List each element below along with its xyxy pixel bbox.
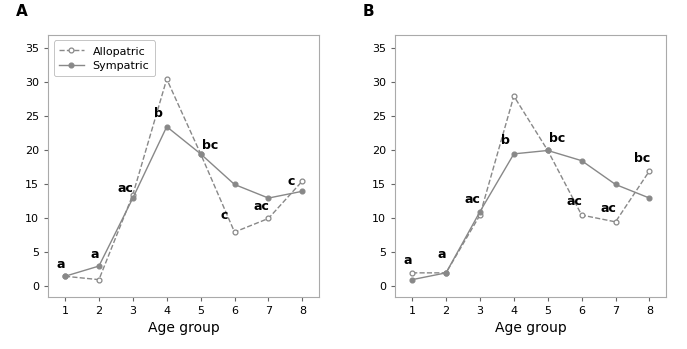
Allopatric [264,216,273,221]
Sympatric [61,274,69,279]
Allopatric [196,152,205,156]
Sympatric [578,158,586,163]
Text: ac: ac [600,202,616,215]
Sympatric [196,152,205,156]
Text: ac: ac [254,200,269,213]
Sympatric [442,271,450,275]
Text: b: b [501,134,510,147]
Sympatric [264,196,273,200]
Sympatric [95,264,103,268]
Line: Allopatric: Allopatric [409,94,652,275]
Allopatric [298,179,306,183]
Legend: Allopatric, Sympatric: Allopatric, Sympatric [54,40,155,76]
Line: Sympatric: Sympatric [63,124,305,279]
Text: bc: bc [550,132,565,145]
Sympatric [128,196,137,200]
Text: A: A [16,4,27,19]
Allopatric [442,271,450,275]
Text: b: b [154,107,163,120]
Allopatric [543,148,552,153]
Sympatric [298,189,306,193]
Text: ac: ac [464,193,481,206]
Sympatric [230,183,238,187]
X-axis label: Age group: Age group [495,321,567,335]
Sympatric [543,148,552,153]
Line: Sympatric: Sympatric [409,148,652,282]
Text: c: c [221,209,228,222]
Allopatric [578,213,586,217]
Text: bc: bc [203,139,218,152]
Text: a: a [404,254,412,267]
Text: B: B [363,4,374,19]
Text: ac: ac [117,182,133,195]
Allopatric [645,169,653,173]
Allopatric [611,220,620,224]
Text: c: c [287,175,295,188]
Allopatric [476,213,484,217]
Sympatric [476,209,484,214]
Allopatric [163,77,171,81]
Line: Allopatric: Allopatric [63,77,305,282]
Text: bc: bc [634,153,651,165]
Allopatric [230,230,238,234]
Sympatric [510,152,518,156]
Sympatric [611,183,620,187]
Sympatric [645,196,653,200]
Allopatric [408,271,416,275]
Allopatric [510,94,518,98]
Sympatric [163,125,171,129]
Text: a: a [438,248,446,261]
Allopatric [61,274,69,279]
Allopatric [95,277,103,282]
Text: a: a [91,248,99,261]
Allopatric [128,193,137,197]
Text: ac: ac [566,195,583,208]
Text: a: a [56,259,65,272]
X-axis label: Age group: Age group [148,321,220,335]
Sympatric [408,277,416,282]
